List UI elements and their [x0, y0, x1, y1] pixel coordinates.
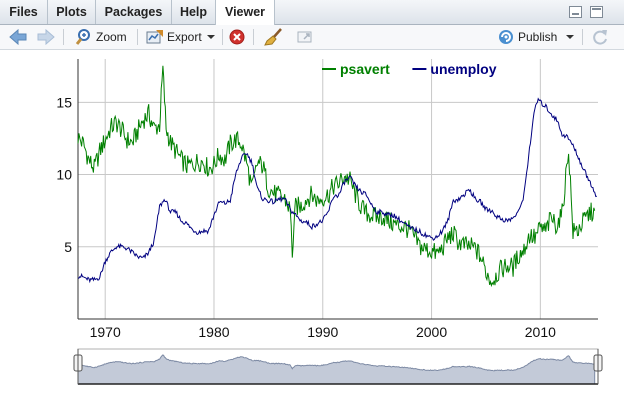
export-icon [146, 29, 164, 45]
chart-legend: psavert unemploy [322, 61, 497, 77]
range-selector[interactable] [74, 349, 602, 384]
publish-icon [497, 29, 515, 45]
dygraph-chart[interactable]: 5 10 15 1970 1980 1990 2000 2010 psavert unempl… [0, 49, 624, 411]
y-tick-label: 5 [64, 239, 72, 255]
export-label: Export [167, 30, 202, 44]
refresh-icon [591, 28, 609, 46]
tab-plots[interactable]: Plots [48, 0, 96, 24]
forward-button[interactable] [36, 28, 56, 46]
legend-label-unemploy: unemploy [430, 61, 496, 77]
publish-button[interactable]: Publish [497, 28, 575, 46]
zoom-label: Zoom [96, 30, 127, 44]
series-line-psavert [78, 66, 595, 286]
back-arrow-icon [8, 29, 28, 45]
broom-icon [264, 28, 284, 46]
tab-packages[interactable]: Packages [96, 0, 172, 24]
toolbar-separator [63, 29, 64, 45]
viewer-toolbar: Zoom Export [0, 25, 624, 50]
popout-icon [296, 29, 314, 45]
tab-files[interactable]: Files [0, 0, 48, 24]
y-axis-labels: 5 10 15 [56, 94, 72, 254]
x-tick-label: 2010 [525, 324, 556, 340]
maximize-pane-button[interactable] [590, 6, 603, 18]
remove-viewer-button[interactable] [229, 28, 245, 46]
legend-label-psavert: psavert [340, 61, 390, 77]
x-axis-labels: 1970 1980 1990 2000 2010 [90, 324, 557, 340]
export-button[interactable]: Export [146, 28, 216, 46]
pane-tabbar: Files Plots Packages Help Viewer [0, 0, 624, 25]
publish-label: Publish [518, 30, 557, 44]
x-tick-label: 1990 [307, 324, 338, 340]
chevron-down-icon [565, 32, 575, 42]
remove-icon [229, 29, 245, 45]
y-tick-label: 10 [56, 167, 72, 183]
back-button[interactable] [8, 28, 28, 46]
y-tick-label: 15 [56, 94, 72, 110]
show-in-new-window-button[interactable] [296, 28, 314, 46]
toolbar-separator [253, 29, 254, 45]
tab-help[interactable]: Help [172, 0, 216, 24]
clear-all-viewer-button[interactable] [264, 28, 284, 46]
toolbar-separator [582, 29, 583, 45]
chart-grid [78, 59, 598, 319]
toolbar-separator [222, 29, 223, 45]
refresh-button[interactable] [591, 28, 609, 46]
forward-arrow-icon [36, 29, 56, 45]
tab-viewer[interactable]: Viewer [215, 0, 275, 25]
minimize-pane-button[interactable] [569, 6, 582, 18]
x-tick-label: 2000 [416, 324, 447, 340]
zoom-button[interactable]: Zoom [75, 28, 127, 46]
chart-series-lines [78, 66, 597, 286]
chevron-down-icon [206, 32, 216, 42]
toolbar-separator [137, 29, 138, 45]
x-tick-label: 1980 [198, 324, 229, 340]
x-tick-label: 1970 [90, 324, 121, 340]
zoom-icon [75, 29, 93, 45]
